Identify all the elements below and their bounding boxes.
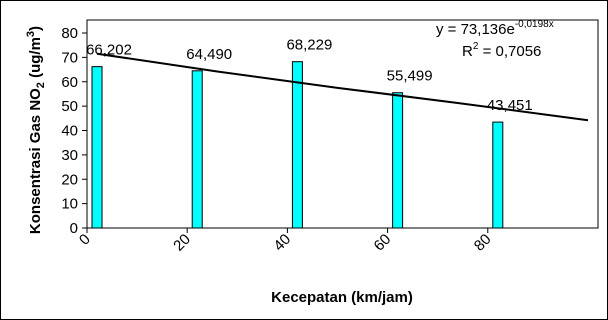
trendline	[96, 52, 589, 122]
bar	[191, 70, 203, 229]
bar	[392, 92, 404, 229]
y-axis-title: Konsentrasi Gas NO2 (ug/m3)	[25, 26, 47, 234]
y-tick-label: 50	[61, 98, 78, 115]
bar	[91, 66, 103, 229]
y-tick-label: 20	[61, 171, 78, 188]
bar	[291, 61, 303, 229]
y-tick-label: 70	[61, 49, 78, 66]
y-title-part: )	[27, 26, 44, 31]
y-title-part: Konsentrasi Gas NO	[27, 88, 44, 234]
y-tick-label: 0	[70, 220, 78, 237]
r2-value: = 0,7056	[478, 43, 541, 60]
value-label: 68,229	[286, 37, 332, 54]
y-title-sub: 2	[35, 82, 47, 88]
y-tick-label: 40	[61, 123, 78, 140]
r2-power: 2	[473, 41, 479, 52]
r2-label: R	[462, 43, 473, 60]
value-label: 55,499	[387, 68, 433, 85]
value-label: 43,451	[487, 97, 533, 114]
y-title-sup: 3	[25, 31, 37, 37]
value-label: 64,490	[186, 46, 232, 63]
equation-exponent: -0,0198x	[515, 19, 554, 30]
y-tick-label: 30	[61, 147, 78, 164]
y-tick-label: 60	[61, 74, 78, 91]
bar	[492, 121, 504, 229]
equation: y = 73,136e	[436, 21, 515, 38]
r-squared: R2 = 0,7056	[462, 41, 541, 60]
trend-equation: y = 73,136e-0,0198x	[436, 19, 554, 38]
x-axis-title: Kecepatan (km/jam)	[271, 289, 413, 306]
y-tick-label: 10	[61, 196, 78, 213]
y-title-part: (ug/m	[27, 37, 44, 82]
y-tick-label: 80	[61, 25, 78, 42]
